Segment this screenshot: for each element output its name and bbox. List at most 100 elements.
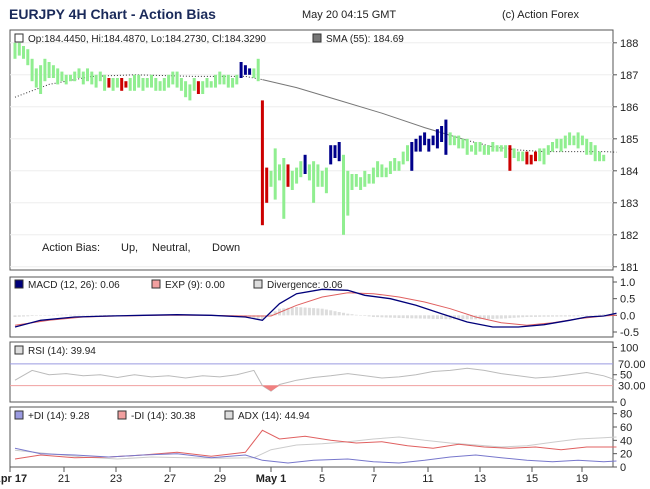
price-bar (13, 42, 17, 59)
divergence-bar (563, 315, 567, 317)
price-bar (461, 138, 465, 149)
divergence-bar (282, 308, 286, 316)
y-tick-label: 181 (620, 262, 638, 274)
divergence-bar (384, 315, 388, 318)
price-bar (393, 158, 397, 171)
price-bar (598, 151, 601, 162)
price-bar (444, 119, 448, 155)
price-bar (316, 164, 320, 187)
divergence-bar (418, 315, 422, 319)
divergence-bar (380, 315, 384, 318)
divergence-bar (431, 315, 435, 319)
divergence-bar (56, 314, 60, 316)
minus-di-legend: -DI (14): 30.38 (131, 411, 196, 422)
price-bar (427, 138, 431, 152)
divergence-bar (77, 314, 81, 316)
divergence-bar (43, 315, 47, 316)
divergence-bar (444, 315, 448, 320)
price-bar (201, 81, 205, 94)
price-bar (235, 74, 239, 85)
price-bar (171, 71, 175, 85)
plus-di-legend: +DI (14): 9.28 (28, 411, 90, 422)
price-bar (196, 81, 200, 94)
price-bar (286, 164, 290, 187)
x-tick-label: 23 (110, 473, 122, 485)
price-bar (282, 158, 286, 219)
price-bar (401, 151, 405, 165)
divergence-bar (354, 314, 358, 316)
price-bar (94, 74, 98, 88)
divergence-bar (397, 315, 401, 318)
divergence-bar (363, 315, 367, 316)
y-tick-label: 40 (620, 435, 632, 447)
divergence-bar (367, 315, 371, 317)
divergence-bar (252, 315, 256, 319)
price-bar (141, 78, 145, 91)
divergence-bar (585, 315, 589, 316)
divergence-bar (546, 315, 550, 317)
divergence-bar (30, 315, 34, 316)
price-bar (218, 71, 222, 85)
x-tick-label: 5 (319, 473, 325, 485)
price-bar (111, 78, 115, 91)
divergence-bar (273, 311, 277, 316)
y-tick-label: 20 (620, 449, 632, 461)
divergence-bar (371, 315, 375, 317)
rsi-level-label: 70.00 (618, 359, 646, 371)
divergence-bar (299, 307, 303, 316)
price-bar (39, 65, 43, 94)
divergence-bar (388, 315, 392, 318)
price-bar (303, 154, 307, 174)
price-bar (589, 142, 593, 155)
divergence-bar (516, 315, 520, 318)
divergence-bar (393, 315, 397, 318)
price-bar (103, 74, 107, 91)
bias-legend-up: Up, (121, 242, 138, 254)
divergence-bar (576, 315, 580, 317)
price-bar (239, 62, 243, 78)
price-bar (248, 68, 252, 75)
divergence-bar (73, 314, 77, 316)
divergence-bar (589, 315, 593, 316)
x-tick-label: 15 (526, 473, 538, 485)
divergence-bar (26, 315, 30, 317)
price-bar (299, 161, 303, 178)
divergence-bar (427, 315, 431, 319)
y-tick-label: 0.0 (620, 310, 635, 322)
y-tick-label: 1.0 (620, 277, 635, 289)
price-bar (359, 177, 363, 190)
price-bar (388, 161, 392, 174)
price-bar (435, 129, 439, 149)
divergence-bar (342, 312, 345, 316)
price-bar (559, 138, 563, 152)
divergence-bar (508, 315, 512, 319)
price-bar (192, 78, 196, 91)
x-tick-label: 11 (422, 473, 433, 485)
price-bar (555, 138, 559, 149)
price-bar (184, 81, 188, 98)
price-bar (128, 78, 132, 91)
price-bar (295, 167, 299, 184)
divergence-bar (495, 315, 499, 319)
rsi-level-label: 30.00 (618, 381, 646, 393)
divergence-bar (504, 315, 508, 319)
divergence-bar (423, 315, 427, 319)
divergence-bar (86, 314, 89, 316)
price-bar (384, 167, 388, 178)
price-bar (504, 145, 508, 158)
price-bar (508, 145, 512, 171)
minus-di-legend-swatch (117, 410, 127, 420)
y-tick-label: 188 (620, 38, 638, 50)
price-bar (465, 138, 469, 155)
price-bar (542, 148, 546, 165)
plus-di-line (14, 447, 617, 464)
price-bar (512, 148, 516, 158)
divergence-bar (487, 315, 490, 319)
price-bar (98, 71, 102, 82)
price-bar (431, 135, 435, 146)
divergence-bar (346, 313, 350, 316)
divergence-bar (286, 307, 290, 316)
chart-header: EURJPY 4H Chart - Action Bias May 20 04:… (0, 0, 650, 30)
divergence-bar (307, 307, 311, 316)
